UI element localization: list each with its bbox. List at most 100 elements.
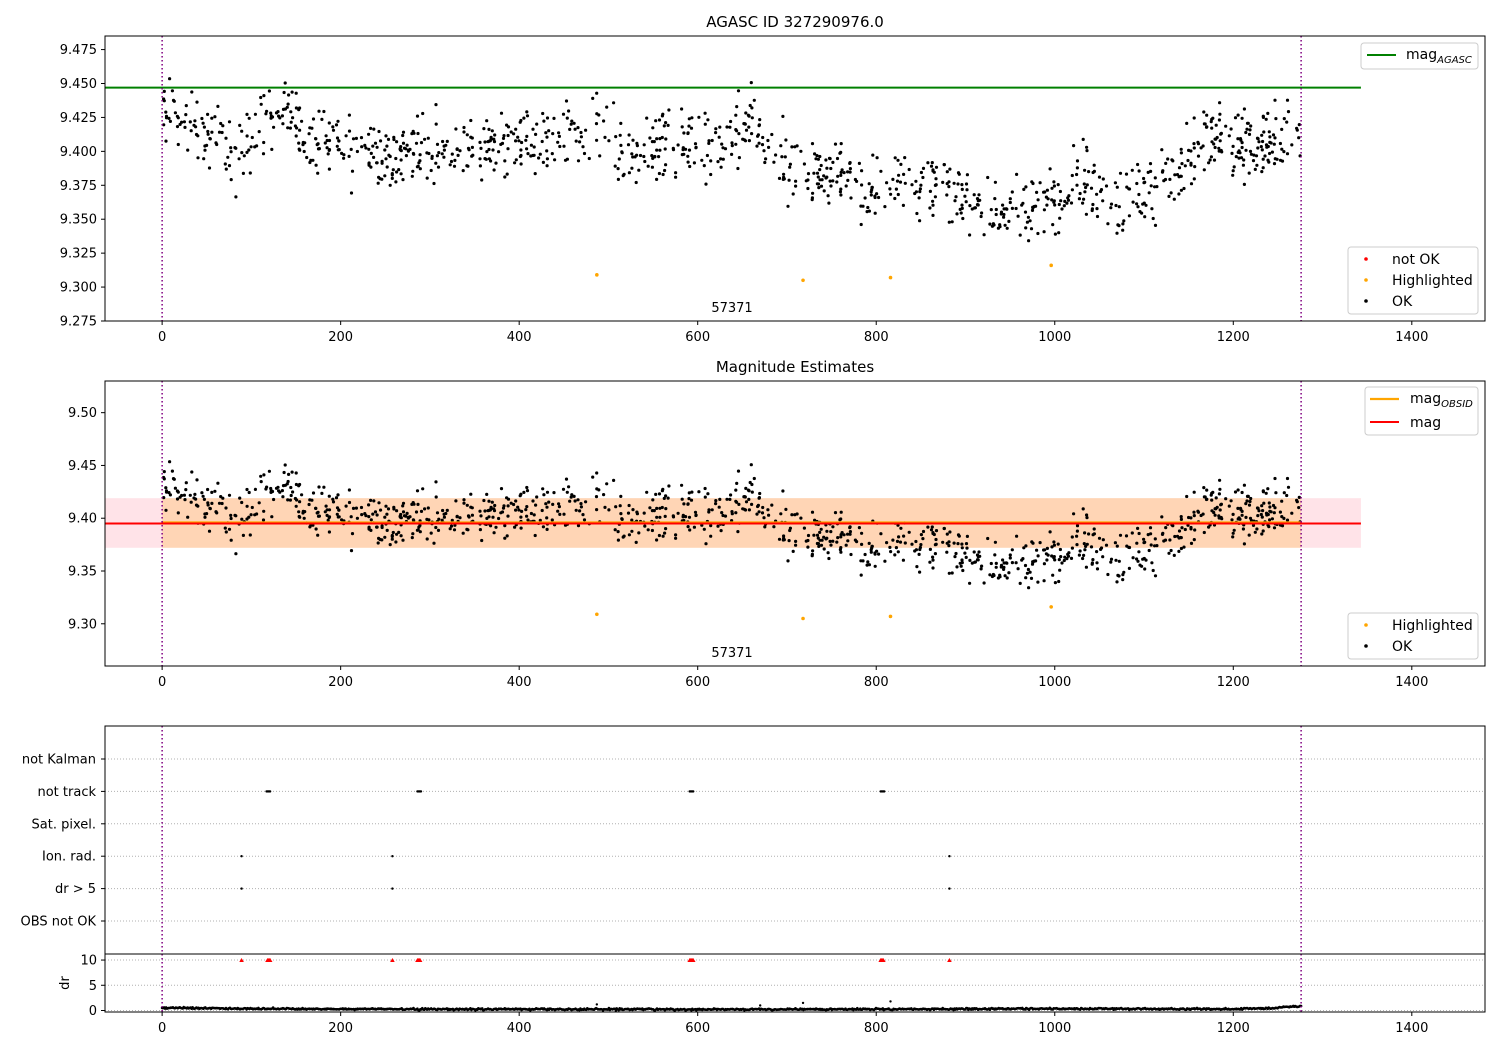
ok-point bbox=[1261, 529, 1265, 533]
ok-point bbox=[1236, 506, 1240, 510]
flag-gridlines bbox=[105, 758, 1485, 922]
y-tick-label: 9.450 bbox=[60, 77, 97, 92]
ok-point bbox=[815, 171, 820, 175]
ok-point bbox=[598, 154, 602, 158]
ok-point bbox=[499, 111, 504, 115]
ok-point bbox=[1261, 157, 1265, 161]
ok-point bbox=[812, 171, 816, 175]
x-tick-label: 1000 bbox=[1038, 330, 1071, 345]
ok-point bbox=[208, 137, 212, 141]
ok-point bbox=[327, 515, 331, 520]
ok-point bbox=[635, 510, 639, 514]
ok-point bbox=[1008, 553, 1012, 557]
ok-point bbox=[379, 508, 383, 512]
ok-point bbox=[735, 105, 739, 109]
ok-point bbox=[519, 526, 523, 530]
ok-point bbox=[658, 506, 662, 510]
ok-point bbox=[220, 130, 224, 135]
ok-point bbox=[1273, 476, 1277, 481]
ok-point bbox=[316, 147, 321, 151]
ok-point bbox=[730, 152, 734, 156]
ok-point bbox=[934, 529, 939, 533]
ok-point bbox=[889, 550, 893, 554]
ok-point bbox=[399, 512, 403, 517]
ok-point bbox=[828, 179, 832, 183]
ok-point bbox=[1182, 545, 1186, 549]
ok-point bbox=[1007, 219, 1011, 223]
ok-point bbox=[294, 91, 298, 95]
ok-point bbox=[1118, 171, 1123, 175]
ok-point bbox=[635, 153, 639, 157]
legend-not-ok: not OK bbox=[1392, 252, 1440, 268]
ok-point bbox=[401, 510, 406, 514]
ok-point bbox=[964, 542, 969, 546]
ok-point bbox=[1113, 541, 1117, 545]
ok-point bbox=[1069, 201, 1074, 205]
ok-point bbox=[267, 89, 271, 93]
ok-point bbox=[750, 116, 754, 120]
ok-point bbox=[869, 550, 873, 554]
ok-point bbox=[657, 155, 661, 159]
ok-point bbox=[267, 469, 271, 473]
ok-point bbox=[207, 166, 212, 170]
ok-point bbox=[281, 495, 285, 499]
ok-point bbox=[825, 529, 829, 533]
ok-point bbox=[688, 164, 692, 169]
ok-point bbox=[794, 179, 798, 183]
ok-point bbox=[478, 140, 482, 144]
ok-point bbox=[322, 485, 326, 489]
ok-point bbox=[994, 212, 998, 217]
ok-point bbox=[489, 159, 493, 163]
ok-point bbox=[569, 122, 573, 126]
ok-point bbox=[970, 207, 974, 211]
ok-point bbox=[1245, 121, 1250, 125]
ok-point bbox=[1051, 223, 1055, 227]
ok-point bbox=[1214, 123, 1218, 127]
ok-point bbox=[238, 123, 242, 127]
x-tick-label: 600 bbox=[685, 675, 710, 690]
ok-point bbox=[687, 515, 692, 519]
ok-point bbox=[1183, 527, 1187, 532]
ok-point bbox=[1143, 567, 1147, 571]
ok-point bbox=[227, 164, 232, 168]
ok-point bbox=[416, 164, 420, 168]
ok-point bbox=[227, 493, 232, 497]
ok-point bbox=[621, 535, 625, 539]
ok-point bbox=[848, 532, 852, 536]
ok-point bbox=[1245, 494, 1250, 498]
ok-point bbox=[1109, 560, 1113, 564]
ok-point bbox=[1136, 559, 1140, 563]
ok-point bbox=[1083, 531, 1087, 535]
ok-point bbox=[919, 183, 923, 187]
ok-point bbox=[1295, 500, 1299, 504]
ok-point bbox=[1201, 512, 1205, 516]
ok-point bbox=[894, 187, 899, 191]
ok-point bbox=[207, 529, 212, 533]
x-tick-label: 400 bbox=[507, 1021, 532, 1036]
ok-point bbox=[1242, 107, 1246, 111]
ok-point bbox=[541, 525, 546, 529]
ok-point bbox=[526, 152, 530, 156]
ok-point bbox=[986, 536, 990, 541]
ok-point bbox=[839, 546, 843, 550]
ok-point bbox=[418, 530, 422, 534]
ok-point bbox=[716, 524, 720, 528]
legend-highlighted: Highlighted bbox=[1392, 618, 1473, 634]
ok-point bbox=[989, 561, 993, 566]
ok-point bbox=[973, 560, 978, 564]
ok-point bbox=[1085, 516, 1089, 520]
ok-point bbox=[948, 530, 952, 534]
ok-point bbox=[545, 505, 549, 509]
ok-point bbox=[390, 172, 394, 176]
ok-point bbox=[930, 161, 934, 165]
ok-point bbox=[210, 501, 214, 505]
ok-point bbox=[436, 165, 441, 169]
ok-point bbox=[164, 508, 168, 512]
ok-point bbox=[1251, 159, 1256, 163]
ok-point bbox=[455, 514, 459, 518]
ok-point bbox=[839, 142, 843, 146]
ok-point bbox=[755, 512, 759, 516]
ok-point bbox=[817, 186, 821, 190]
ok-point bbox=[219, 121, 223, 126]
ok-point bbox=[392, 135, 396, 139]
